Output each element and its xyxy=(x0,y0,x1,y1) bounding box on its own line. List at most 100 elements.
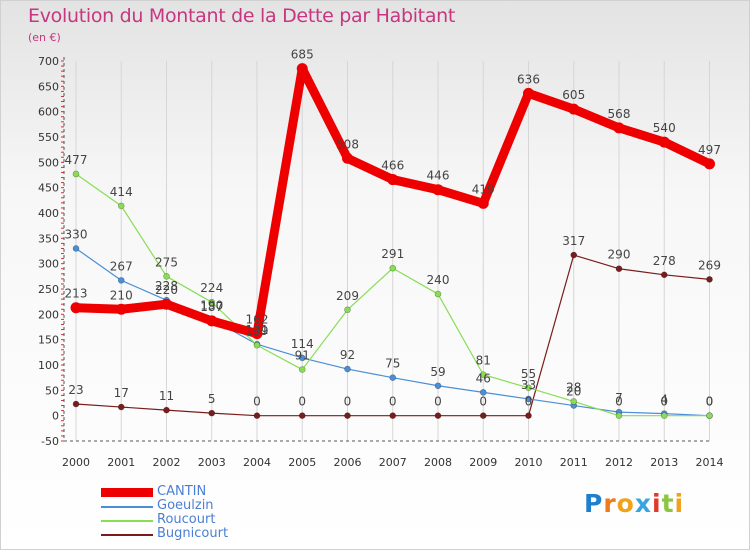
legend-swatch-cantin xyxy=(101,488,153,497)
data-label-goeulzin: 228 xyxy=(155,279,178,293)
data-point-cantin xyxy=(387,174,399,186)
data-label-bugnicourt: 278 xyxy=(653,254,676,268)
data-point-goeulzin xyxy=(344,365,351,373)
data-point-bugnicourt xyxy=(434,412,442,419)
y-tick-label: 200 xyxy=(38,308,59,321)
y-tick-label: 600 xyxy=(38,106,59,119)
x-tick-label: 2010 xyxy=(515,456,543,469)
x-tick-label: 2004 xyxy=(243,456,271,469)
data-point-cantin xyxy=(296,63,308,75)
data-label-bugnicourt: 0 xyxy=(434,395,442,409)
data-label-goeulzin: 4 xyxy=(660,393,668,407)
data-label-bugnicourt: 317 xyxy=(562,234,585,248)
data-label-bugnicourt: 0 xyxy=(344,395,352,409)
data-point-bugnicourt xyxy=(344,412,351,419)
data-point-bugnicourt xyxy=(208,409,216,417)
data-point-bugnicourt xyxy=(117,403,125,411)
data-label-bugnicourt: 0 xyxy=(298,395,306,409)
data-point-goeulzin xyxy=(72,245,80,252)
data-point-roucourt xyxy=(208,298,216,306)
x-tick-label: 2005 xyxy=(288,456,316,469)
chart-subtitle: (en €) xyxy=(28,31,61,44)
data-label-roucourt: 414 xyxy=(110,185,133,199)
x-tick-label: 2012 xyxy=(605,456,633,469)
data-label-bugnicourt: 290 xyxy=(608,248,631,262)
legend-label-roucourt: Roucourt xyxy=(157,512,216,527)
y-tick-label: 500 xyxy=(38,156,59,169)
data-label-cantin: 213 xyxy=(65,287,88,301)
data-label-goeulzin: 141 xyxy=(246,323,269,337)
data-label-roucourt: 55 xyxy=(521,367,536,381)
logo-letter: t xyxy=(661,489,675,518)
data-label-cantin: 636 xyxy=(517,72,540,86)
data-label-bugnicourt: 5 xyxy=(208,392,216,406)
data-label-cantin: 466 xyxy=(381,159,404,173)
x-tick-label: 2006 xyxy=(334,456,362,469)
data-label-goeulzin: 0 xyxy=(706,395,714,409)
data-point-goeulzin xyxy=(479,389,487,396)
y-tick-label: 100 xyxy=(38,359,59,372)
legend-label-cantin: CANTIN xyxy=(157,484,207,499)
x-tick-label: 2000 xyxy=(62,456,90,469)
data-point-cantin xyxy=(115,303,127,315)
data-point-roucourt xyxy=(117,202,125,210)
data-point-roucourt xyxy=(706,412,713,419)
x-tick-label: 2011 xyxy=(560,456,588,469)
data-label-roucourt: 0 xyxy=(660,395,668,409)
data-label-goeulzin: 267 xyxy=(110,259,133,273)
data-point-roucourt xyxy=(434,290,442,298)
y-tick-label: 700 xyxy=(38,55,59,68)
y-tick-label: 550 xyxy=(38,131,59,144)
y-tick-label: 400 xyxy=(38,207,59,220)
legend-swatch-bugnicourt xyxy=(101,534,153,536)
data-label-goeulzin: 7 xyxy=(615,391,623,405)
data-label-goeulzin: 46 xyxy=(476,371,491,385)
proxiti-logo: Proxiti xyxy=(584,489,684,518)
data-point-roucourt xyxy=(163,273,170,280)
data-label-goeulzin: 75 xyxy=(385,357,400,371)
y-tick-label: 150 xyxy=(38,334,59,347)
data-label-roucourt: 139 xyxy=(246,324,269,338)
x-tick-label: 2007 xyxy=(379,456,407,469)
data-point-roucourt xyxy=(253,341,261,349)
data-label-cantin: 162 xyxy=(246,313,269,327)
logo-letter: o xyxy=(616,489,635,518)
data-label-roucourt: 28 xyxy=(566,380,581,394)
data-point-roucourt xyxy=(615,412,623,419)
data-label-goeulzin: 330 xyxy=(65,227,88,241)
data-label-cantin: 187 xyxy=(200,300,223,314)
data-label-roucourt: 81 xyxy=(476,354,491,368)
data-label-goeulzin: 114 xyxy=(291,337,314,351)
legend-swatch-goeulzin xyxy=(101,506,153,508)
data-point-cantin xyxy=(613,122,625,134)
legend-label-goeulzin: Goeulzin xyxy=(157,498,214,513)
data-label-cantin: 508 xyxy=(336,137,359,151)
data-point-bugnicourt xyxy=(389,412,397,419)
data-point-cantin xyxy=(206,315,218,327)
y-tick-label: 450 xyxy=(38,182,59,195)
data-point-cantin xyxy=(342,152,353,164)
y-tick-label: 250 xyxy=(38,283,59,296)
data-label-roucourt: 0 xyxy=(706,395,714,409)
data-label-cantin: 540 xyxy=(653,121,676,135)
data-point-cantin xyxy=(161,298,172,310)
chart-title: Evolution du Montant de la Dette par Hab… xyxy=(28,5,456,27)
logo-letter: P xyxy=(584,489,604,518)
x-tick-label: 2014 xyxy=(696,456,724,469)
data-label-bugnicourt: 17 xyxy=(114,386,129,400)
y-tick-label: -50 xyxy=(41,435,59,448)
data-label-roucourt: 224 xyxy=(200,281,223,295)
data-point-goeulzin xyxy=(525,395,532,403)
data-point-bugnicourt xyxy=(253,412,261,419)
data-point-bugnicourt xyxy=(298,412,306,419)
x-tick-label: 2008 xyxy=(424,456,452,469)
data-point-roucourt xyxy=(660,412,668,419)
logo-letter: i xyxy=(674,489,685,518)
data-label-goeulzin: 190 xyxy=(200,298,223,312)
data-label-roucourt: 477 xyxy=(65,153,88,167)
data-point-goeulzin xyxy=(389,374,397,381)
legend-swatch-roucourt xyxy=(101,520,153,522)
data-point-goeulzin xyxy=(434,382,442,390)
data-point-bugnicourt xyxy=(525,412,532,419)
